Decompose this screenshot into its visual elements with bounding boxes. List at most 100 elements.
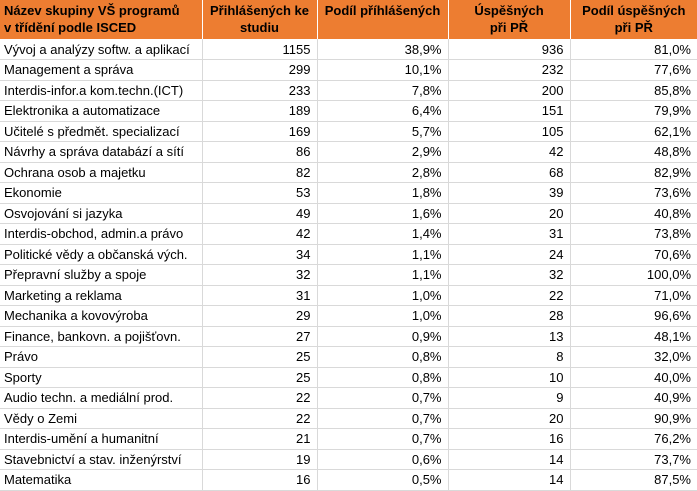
cell-program-name[interactable]: Marketing a reklama <box>0 285 203 306</box>
cell-successful-share[interactable]: 40,8% <box>570 203 697 224</box>
cell-applicants-share[interactable]: 1,1% <box>317 244 449 265</box>
cell-program-name[interactable]: Interdis-umění a humanitní <box>0 428 203 450</box>
cell-applicants[interactable]: 21 <box>202 428 318 450</box>
cell-successful[interactable]: 151 <box>448 100 571 122</box>
cell-successful[interactable]: 28 <box>448 305 571 327</box>
cell-program-name[interactable]: Ochrana osob a majetku <box>0 162 203 183</box>
cell-applicants[interactable]: 27 <box>202 326 318 347</box>
column-header-successful[interactable]: Úspěšných při PŘ <box>448 0 571 39</box>
cell-successful-share[interactable]: 96,6% <box>570 305 697 327</box>
cell-successful-share[interactable]: 76,2% <box>570 428 697 450</box>
cell-applicants[interactable]: 19 <box>202 449 318 470</box>
cell-successful[interactable]: 24 <box>448 244 571 265</box>
cell-program-name[interactable]: Vědy o Zemi <box>0 408 203 429</box>
cell-program-name[interactable]: Finance, bankovn. a pojišťovn. <box>0 326 203 347</box>
cell-applicants-share[interactable]: 1,0% <box>317 285 449 306</box>
cell-successful[interactable]: 32 <box>448 264 571 286</box>
cell-applicants-share[interactable]: 0,9% <box>317 326 449 347</box>
cell-successful[interactable]: 42 <box>448 141 571 163</box>
cell-program-name[interactable]: Vývoj a analýzy softw. a aplikací <box>0 39 203 60</box>
cell-applicants[interactable]: 22 <box>202 408 318 429</box>
cell-successful-share[interactable]: 81,0% <box>570 39 697 60</box>
cell-successful[interactable]: 20 <box>448 408 571 429</box>
cell-program-name[interactable]: Audio techn. a mediální prod. <box>0 387 203 409</box>
cell-successful[interactable]: 200 <box>448 80 571 101</box>
cell-successful-share[interactable]: 48,1% <box>570 326 697 347</box>
cell-applicants[interactable]: 299 <box>202 59 318 81</box>
cell-successful-share[interactable]: 73,7% <box>570 449 697 470</box>
cell-applicants[interactable]: 1155 <box>202 39 318 60</box>
cell-successful[interactable]: 8 <box>448 346 571 368</box>
column-header-program-group[interactable]: Název skupiny VŠ programů v třídění podl… <box>0 0 203 39</box>
cell-successful-share[interactable]: 62,1% <box>570 121 697 142</box>
cell-successful[interactable]: 9 <box>448 387 571 409</box>
cell-applicants[interactable]: 25 <box>202 367 318 388</box>
cell-successful[interactable]: 68 <box>448 162 571 183</box>
cell-applicants[interactable]: 25 <box>202 346 318 368</box>
cell-applicants-share[interactable]: 38,9% <box>317 39 449 60</box>
column-header-applicants[interactable]: Přihlášených ke studiu <box>202 0 318 39</box>
cell-successful-share[interactable]: 100,0% <box>570 264 697 286</box>
cell-program-name[interactable]: Matematika <box>0 469 203 491</box>
cell-applicants[interactable]: 42 <box>202 223 318 245</box>
cell-program-name[interactable]: Interdis-obchod, admin.a právo <box>0 223 203 245</box>
cell-program-name[interactable]: Přepravní služby a spoje <box>0 264 203 286</box>
cell-program-name[interactable]: Návrhy a správa databází a sítí <box>0 141 203 163</box>
cell-applicants[interactable]: 53 <box>202 182 318 204</box>
cell-successful-share[interactable]: 73,8% <box>570 223 697 245</box>
cell-successful-share[interactable]: 70,6% <box>570 244 697 265</box>
cell-applicants[interactable]: 16 <box>202 469 318 491</box>
cell-successful[interactable]: 14 <box>448 449 571 470</box>
cell-successful-share[interactable]: 85,8% <box>570 80 697 101</box>
cell-successful-share[interactable]: 40,9% <box>570 387 697 409</box>
cell-applicants-share[interactable]: 2,9% <box>317 141 449 163</box>
cell-applicants[interactable]: 31 <box>202 285 318 306</box>
cell-program-name[interactable]: Mechanika a kovovýroba <box>0 305 203 327</box>
cell-applicants-share[interactable]: 1,4% <box>317 223 449 245</box>
cell-successful[interactable]: 936 <box>448 39 571 60</box>
cell-program-name[interactable]: Management a správa <box>0 59 203 81</box>
cell-program-name[interactable]: Osvojování si jazyka <box>0 203 203 224</box>
cell-successful-share[interactable]: 82,9% <box>570 162 697 183</box>
cell-applicants[interactable]: 86 <box>202 141 318 163</box>
cell-applicants-share[interactable]: 10,1% <box>317 59 449 81</box>
cell-applicants-share[interactable]: 0,7% <box>317 387 449 409</box>
cell-applicants-share[interactable]: 1,8% <box>317 182 449 204</box>
cell-successful[interactable]: 10 <box>448 367 571 388</box>
cell-applicants-share[interactable]: 1,0% <box>317 305 449 327</box>
cell-applicants[interactable]: 189 <box>202 100 318 122</box>
cell-applicants-share[interactable]: 0,8% <box>317 367 449 388</box>
cell-program-name[interactable]: Interdis-infor.a kom.techn.(ICT) <box>0 80 203 101</box>
cell-successful-share[interactable]: 77,6% <box>570 59 697 81</box>
cell-applicants-share[interactable]: 0,7% <box>317 428 449 450</box>
cell-successful-share[interactable]: 73,6% <box>570 182 697 204</box>
cell-applicants-share[interactable]: 5,7% <box>317 121 449 142</box>
cell-successful[interactable]: 31 <box>448 223 571 245</box>
cell-applicants[interactable]: 49 <box>202 203 318 224</box>
cell-successful[interactable]: 20 <box>448 203 571 224</box>
cell-applicants-share[interactable]: 0,7% <box>317 408 449 429</box>
cell-applicants[interactable]: 22 <box>202 387 318 409</box>
cell-successful-share[interactable]: 90,9% <box>570 408 697 429</box>
cell-successful[interactable]: 13 <box>448 326 571 347</box>
cell-program-name[interactable]: Stavebnictví a stav. inženýrství <box>0 449 203 470</box>
cell-applicants[interactable]: 29 <box>202 305 318 327</box>
cell-successful[interactable]: 22 <box>448 285 571 306</box>
cell-successful-share[interactable]: 71,0% <box>570 285 697 306</box>
cell-applicants-share[interactable]: 1,1% <box>317 264 449 286</box>
column-header-applicants-share[interactable]: Podíl příhlášených <box>317 0 449 39</box>
cell-successful[interactable]: 16 <box>448 428 571 450</box>
cell-program-name[interactable]: Elektronika a automatizace <box>0 100 203 122</box>
column-header-successful-share[interactable]: Podíl úspěšných při PŘ <box>570 0 697 39</box>
cell-program-name[interactable]: Právo <box>0 346 203 368</box>
cell-applicants[interactable]: 233 <box>202 80 318 101</box>
cell-applicants[interactable]: 32 <box>202 264 318 286</box>
cell-successful-share[interactable]: 32,0% <box>570 346 697 368</box>
cell-successful-share[interactable]: 79,9% <box>570 100 697 122</box>
cell-successful-share[interactable]: 87,5% <box>570 469 697 491</box>
cell-applicants-share[interactable]: 2,8% <box>317 162 449 183</box>
cell-program-name[interactable]: Ekonomie <box>0 182 203 204</box>
cell-applicants-share[interactable]: 6,4% <box>317 100 449 122</box>
cell-applicants[interactable]: 169 <box>202 121 318 142</box>
cell-program-name[interactable]: Sporty <box>0 367 203 388</box>
